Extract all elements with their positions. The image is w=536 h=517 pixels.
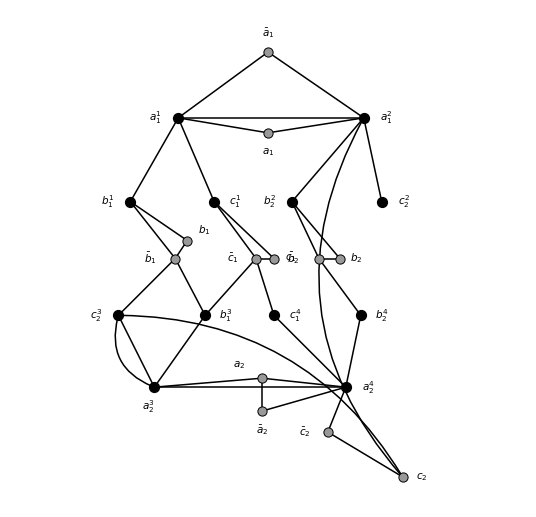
Text: $a_2$: $a_2$ <box>233 359 245 371</box>
Text: $c_1^1$: $c_1^1$ <box>229 193 241 210</box>
Point <box>150 383 159 391</box>
Point <box>288 197 296 206</box>
Point <box>264 129 272 137</box>
Text: $b_2$: $b_2$ <box>351 252 363 265</box>
Text: $b_2^2$: $b_2^2$ <box>263 193 276 210</box>
Text: $b_2^4$: $b_2^4$ <box>375 307 389 324</box>
Text: $c_2^2$: $c_2^2$ <box>398 193 411 210</box>
Point <box>264 48 272 56</box>
Point <box>183 236 191 245</box>
Text: $c_1$: $c_1$ <box>285 253 296 264</box>
Text: $\bar{c}_2$: $\bar{c}_2$ <box>299 425 311 439</box>
Text: $\bar{a}_2$: $\bar{a}_2$ <box>256 423 268 437</box>
FancyArrowPatch shape <box>115 318 152 386</box>
Point <box>270 311 278 320</box>
FancyArrowPatch shape <box>319 120 401 475</box>
Text: $c_2$: $c_2$ <box>416 471 428 483</box>
FancyArrowPatch shape <box>121 315 401 475</box>
Text: $a_1^2$: $a_1^2$ <box>380 110 393 126</box>
Point <box>377 197 386 206</box>
Point <box>210 197 219 206</box>
Point <box>270 254 278 263</box>
Point <box>360 114 368 122</box>
Text: $b_1^1$: $b_1^1$ <box>101 193 114 210</box>
Text: $b_1$: $b_1$ <box>198 223 210 237</box>
Text: $\bar{c}_1$: $\bar{c}_1$ <box>227 252 239 265</box>
Text: $c_2^3$: $c_2^3$ <box>90 307 102 324</box>
Text: $b_1^3$: $b_1^3$ <box>219 307 233 324</box>
Point <box>114 311 123 320</box>
Point <box>341 383 350 391</box>
Text: $a_1$: $a_1$ <box>262 146 274 158</box>
Point <box>174 114 183 122</box>
Point <box>356 311 365 320</box>
Text: $a_2^3$: $a_2^3$ <box>142 398 155 415</box>
Point <box>324 428 332 436</box>
Point <box>258 407 266 415</box>
Text: $c_1^4$: $c_1^4$ <box>289 307 301 324</box>
Text: $\bar{b}_2$: $\bar{b}_2$ <box>287 251 300 266</box>
Point <box>252 254 260 263</box>
Point <box>201 311 210 320</box>
Text: $\bar{a}_1$: $\bar{a}_1$ <box>262 26 274 40</box>
Point <box>336 254 344 263</box>
Point <box>398 473 407 481</box>
Point <box>258 374 266 383</box>
Point <box>315 254 323 263</box>
Text: $\bar{b}_1$: $\bar{b}_1$ <box>144 251 157 266</box>
Point <box>126 197 135 206</box>
Text: $a_1^1$: $a_1^1$ <box>149 110 162 126</box>
Text: $a_2^4$: $a_2^4$ <box>362 379 375 396</box>
Point <box>171 254 180 263</box>
